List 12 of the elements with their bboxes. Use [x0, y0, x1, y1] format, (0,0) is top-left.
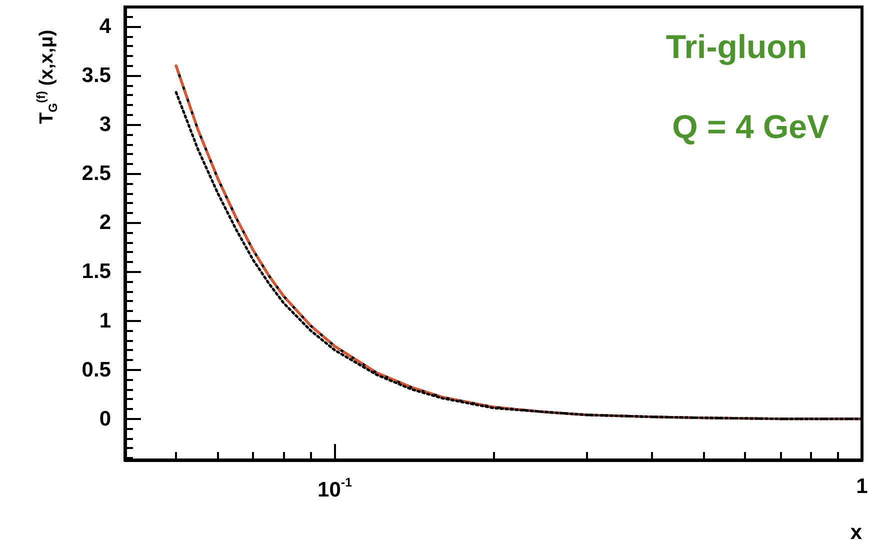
annotation: Tri-gluon	[666, 28, 808, 65]
x-axis-title: x	[850, 521, 862, 544]
y-tick-label: 1.5	[82, 260, 112, 284]
y-tick-label: 2	[99, 211, 111, 234]
y-tick-label: 0.5	[82, 358, 112, 382]
y-tick-label: 4	[99, 15, 112, 38]
y-tick-label: 3	[99, 113, 111, 136]
y-tick-label: 0	[99, 407, 111, 430]
y-tick-label: 1	[99, 309, 112, 332]
y-tick-label: 2.5	[82, 162, 112, 186]
annotation: Q = 4 GeV	[672, 108, 830, 145]
y-tick-label: 3.5	[82, 64, 112, 88]
